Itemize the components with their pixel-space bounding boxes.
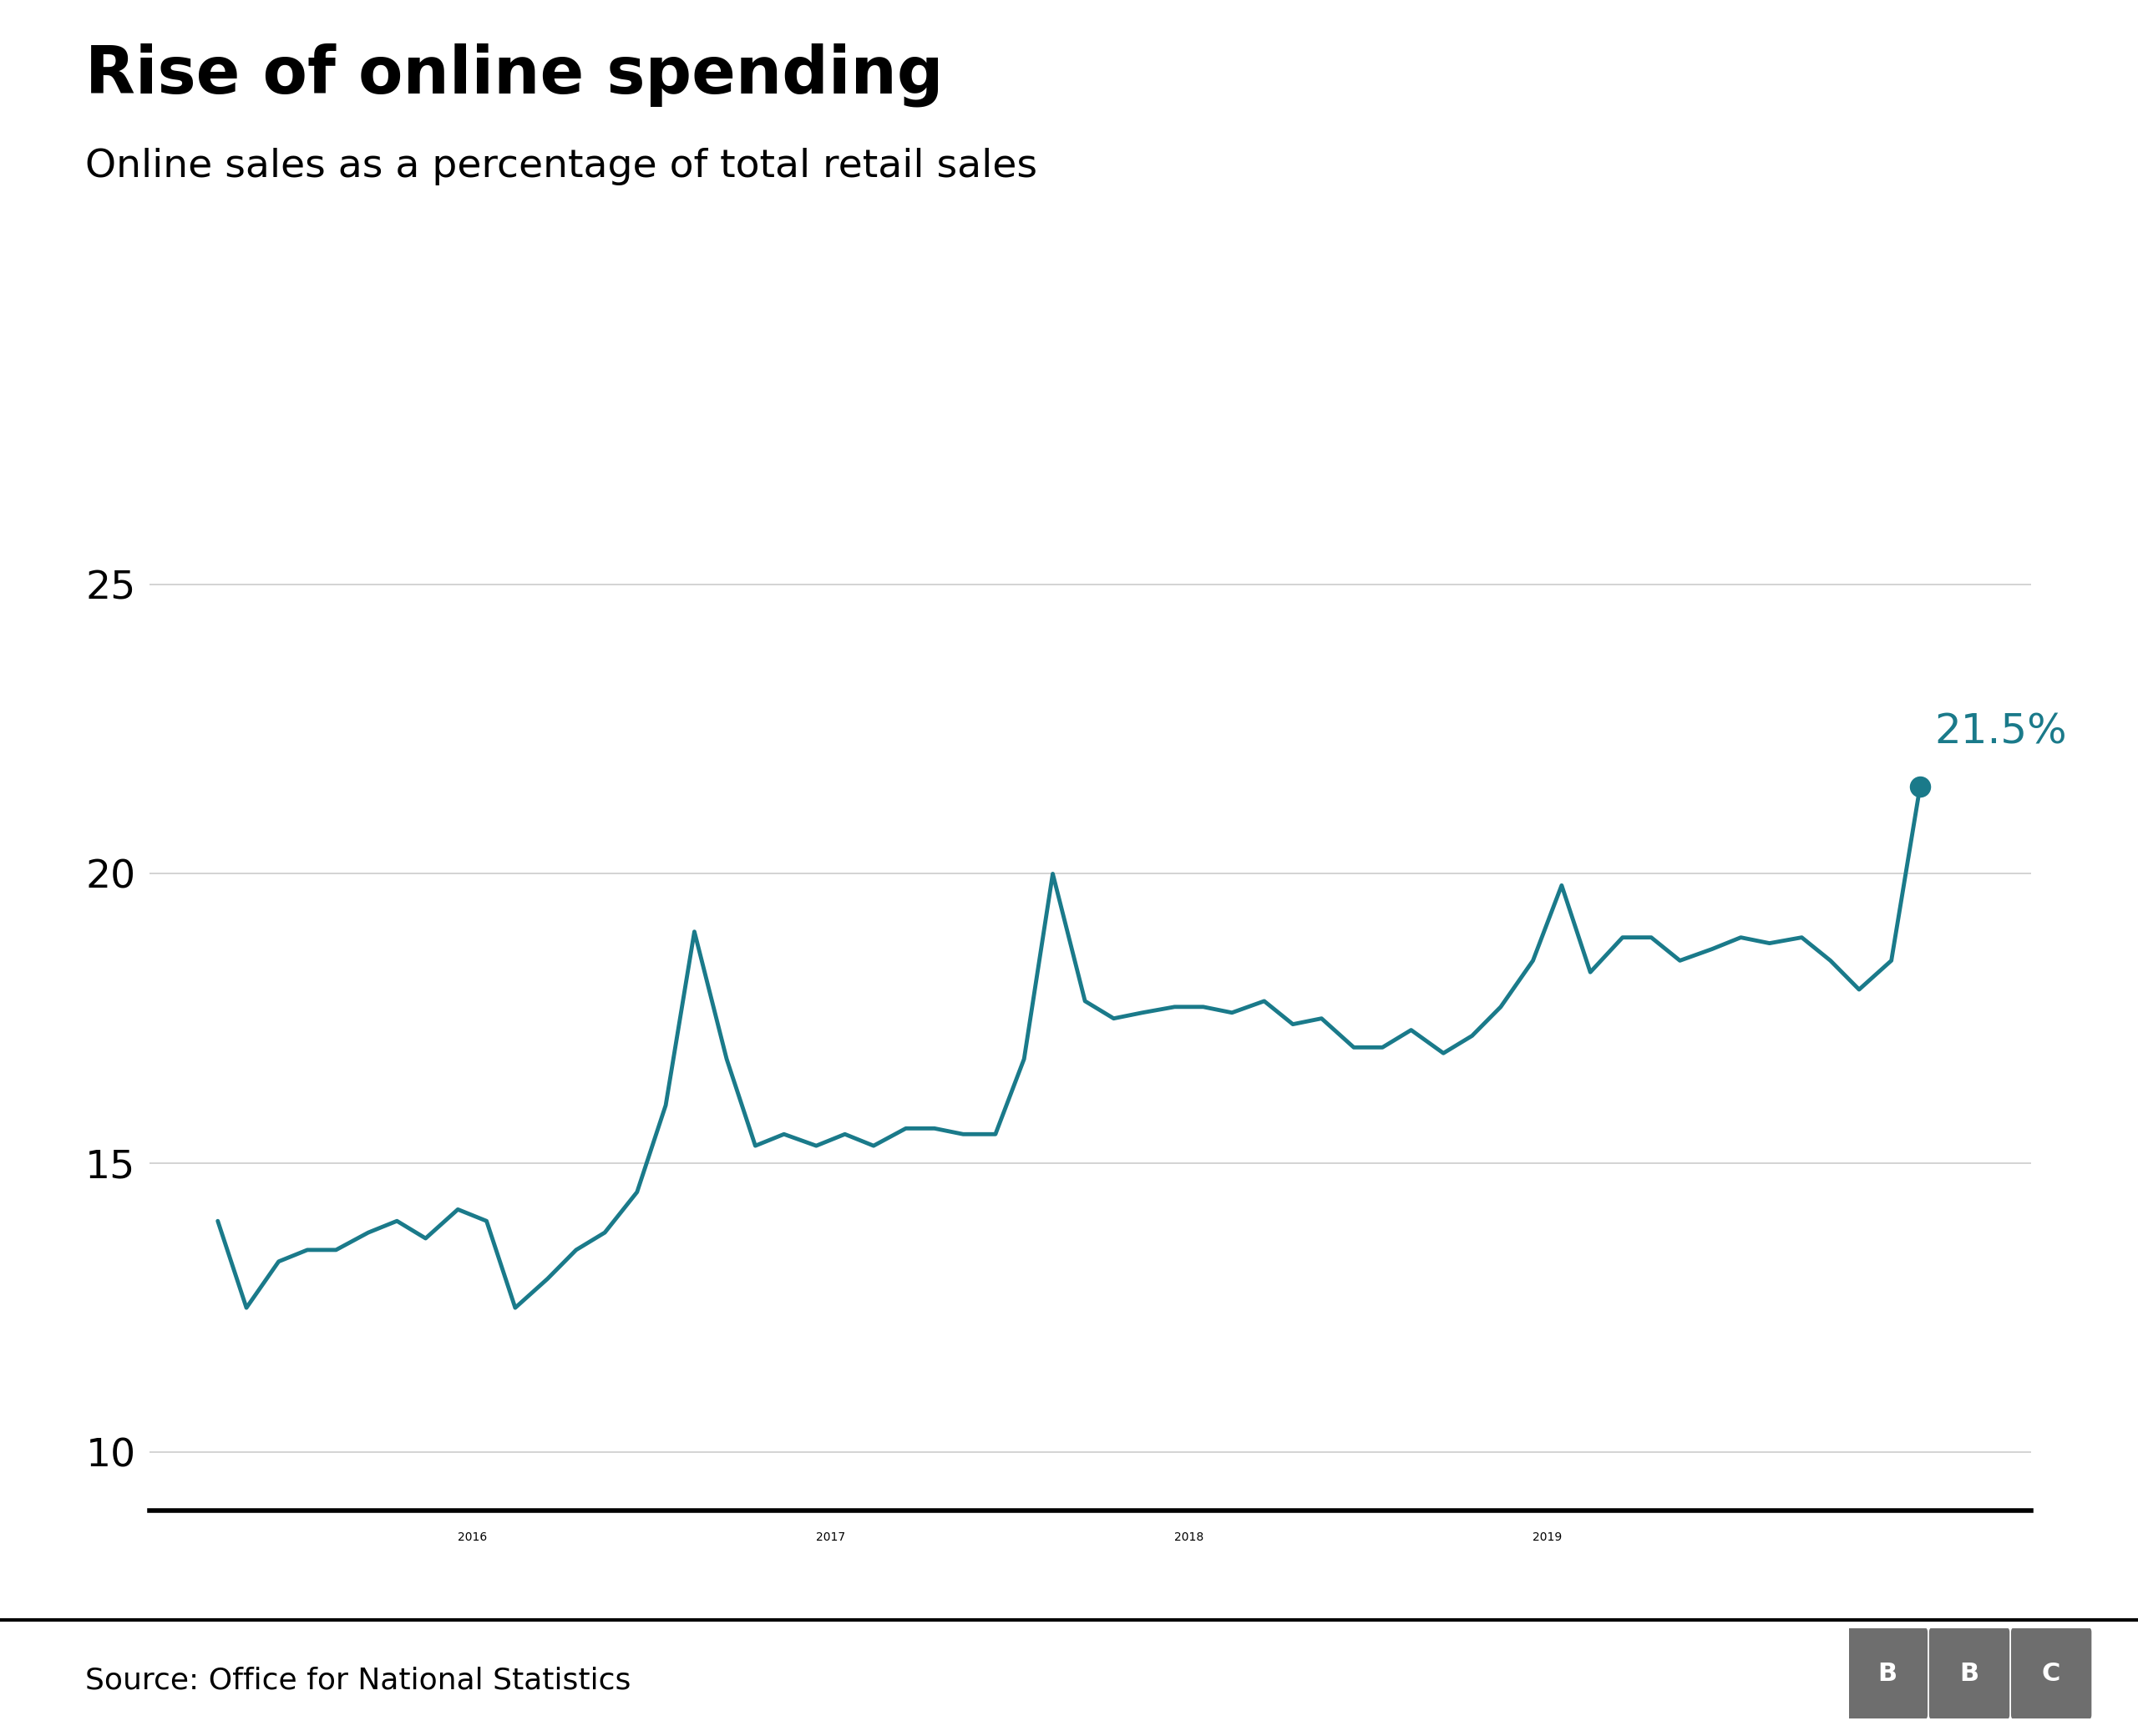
- Text: 21.5%: 21.5%: [1935, 712, 2067, 752]
- Text: B: B: [1877, 1661, 1896, 1686]
- Text: Online sales as a percentage of total retail sales: Online sales as a percentage of total re…: [86, 148, 1037, 186]
- Text: B: B: [1961, 1661, 1980, 1686]
- FancyBboxPatch shape: [1847, 1627, 1928, 1720]
- Point: [1903, 773, 1937, 800]
- FancyBboxPatch shape: [1928, 1627, 2010, 1720]
- Text: Source: Office for National Statistics: Source: Office for National Statistics: [86, 1667, 631, 1694]
- Text: C: C: [2042, 1661, 2061, 1686]
- Text: Rise of online spending: Rise of online spending: [86, 43, 943, 108]
- FancyBboxPatch shape: [2012, 1627, 2091, 1720]
